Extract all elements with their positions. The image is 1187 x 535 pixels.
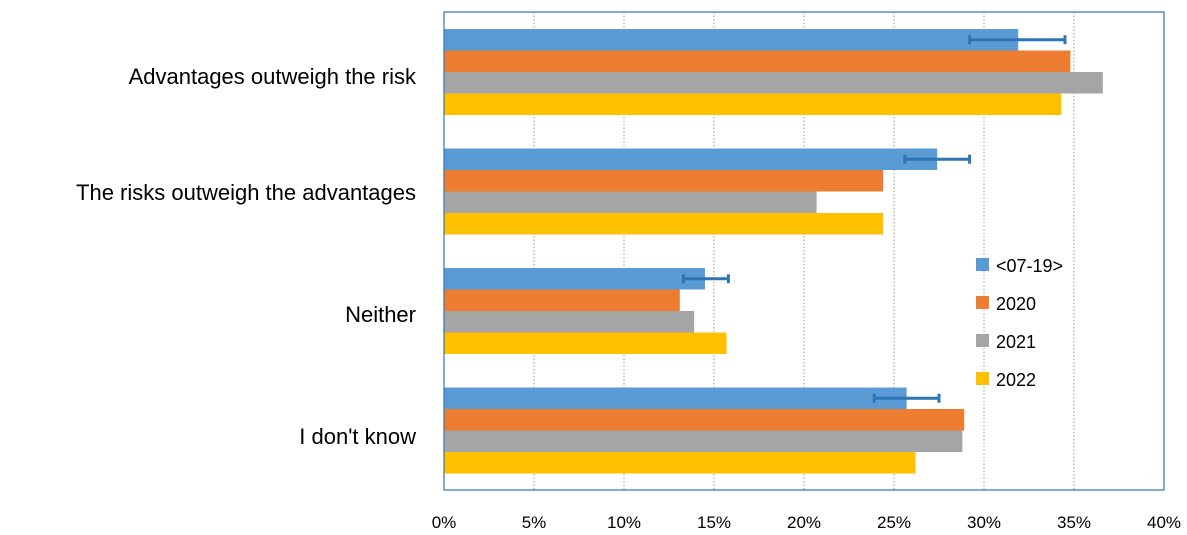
legend-label-2022: 2022 <box>996 370 1036 390</box>
x-tick-label: 35% <box>1057 513 1091 532</box>
bar <box>444 72 1103 94</box>
legend-swatch-2020 <box>976 296 989 309</box>
x-tick-label: 15% <box>697 513 731 532</box>
x-tick-label: 20% <box>787 513 821 532</box>
bar <box>444 148 938 170</box>
bar <box>444 50 1071 72</box>
legend-label-2020: 2020 <box>996 294 1036 314</box>
legend-swatch-2022 <box>976 372 989 385</box>
category-label-risks: The risks outweigh the advantages <box>76 180 416 205</box>
bar <box>444 311 695 333</box>
plot-frame <box>443 11 1165 491</box>
bar <box>444 332 727 354</box>
bar <box>444 452 916 474</box>
bars-group <box>444 29 1103 474</box>
bar <box>444 387 907 409</box>
x-tick-label: 25% <box>877 513 911 532</box>
legend-swatch-2021 <box>976 334 989 347</box>
bar <box>444 191 817 213</box>
x-tick-label: 10% <box>607 513 641 532</box>
error-bars-group <box>681 35 1067 403</box>
category-label-neither: Neither <box>345 302 416 327</box>
bar <box>444 93 1062 115</box>
x-tick-labels: 0% 5% 10% 15% 20% 25% 30% 35% 40% <box>432 513 1181 532</box>
bar <box>444 409 965 431</box>
bar <box>444 268 705 290</box>
bar <box>444 289 680 311</box>
bar <box>444 170 884 192</box>
category-label-advantages: Advantages outweigh the risk <box>129 64 417 89</box>
legend-swatch-07-19 <box>976 258 989 271</box>
gridlines <box>533 12 1075 490</box>
x-tick-label: 0% <box>432 513 457 532</box>
bar <box>444 29 1019 51</box>
x-tick-label: 30% <box>967 513 1001 532</box>
legend-label-2021: 2021 <box>996 332 1036 352</box>
x-tick-label: 5% <box>522 513 547 532</box>
bar <box>444 213 884 235</box>
legend-label-07-19: <07-19> <box>996 256 1063 276</box>
category-label-dont-know: I don't know <box>299 424 416 449</box>
bar <box>444 430 963 452</box>
x-tick-label: 40% <box>1147 513 1181 532</box>
category-labels: Advantages outweigh the risk The risks o… <box>76 64 417 449</box>
legend: <07-19> 2020 2021 2022 <box>976 256 1063 390</box>
